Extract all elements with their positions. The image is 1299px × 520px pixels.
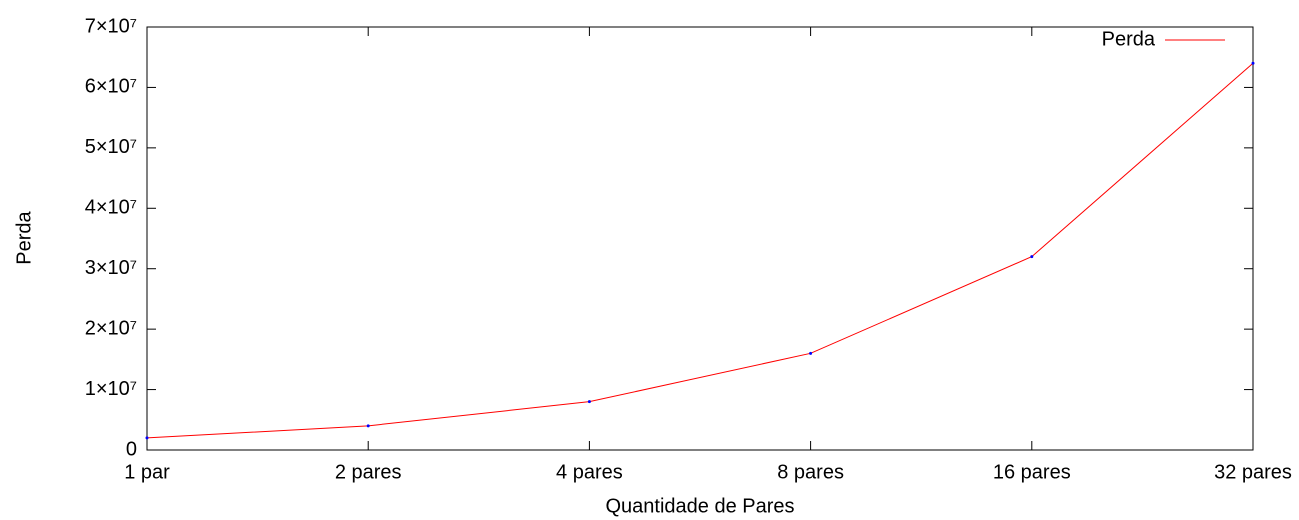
data-point [145, 436, 149, 440]
y-tick-label: 3×10⁷ [85, 257, 137, 279]
plot-frame [146, 26, 1254, 451]
data-point [1251, 61, 1255, 65]
data-point [587, 400, 591, 404]
x-axis-label: Quantidade de Pares [605, 495, 794, 517]
data-point [809, 351, 813, 355]
x-tick-label: 4 pares [556, 461, 623, 483]
data-point [366, 424, 370, 428]
x-tick-label: 8 pares [777, 461, 844, 483]
data-line [146, 62, 1254, 439]
x-tick-label: 1 par [124, 461, 170, 483]
y-tick-label: 0 [126, 438, 137, 460]
y-tick-label: 5×10⁷ [85, 136, 137, 158]
y-axis-label: Perda [13, 210, 35, 264]
x-tick-label: 32 pares [1214, 461, 1292, 483]
y-tick-label: 6×10⁷ [85, 76, 137, 98]
x-tick-label: 2 pares [335, 461, 402, 483]
legend-label: Perda [1102, 28, 1156, 50]
y-tick-label: 2×10⁷ [85, 317, 137, 339]
y-tick-label: 7×10⁷ [85, 15, 137, 37]
y-tick-label: 4×10⁷ [85, 197, 137, 219]
y-tick-label: 1×10⁷ [85, 378, 137, 400]
data-point [1030, 255, 1034, 259]
x-tick-label: 16 pares [993, 461, 1071, 483]
